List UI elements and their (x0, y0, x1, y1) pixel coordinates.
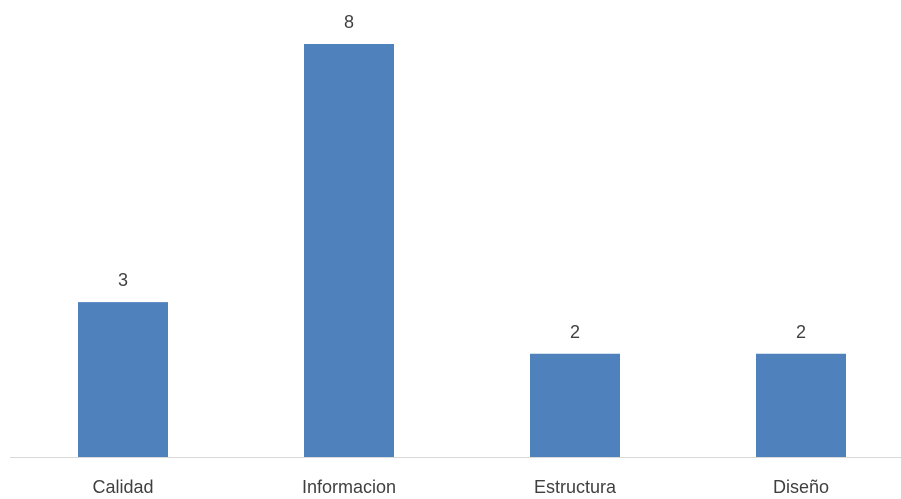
data-labels-group: 3 8 2 2 (118, 12, 806, 342)
x-tick-label-diseño: Diseño (773, 477, 829, 497)
x-tick-label-estructura: Estructura (534, 477, 617, 497)
x-tick-labels-group: Calidad Informacion Estructura Diseño (92, 477, 829, 497)
bars-group (78, 44, 846, 457)
bar-estructura (530, 353, 620, 457)
bar-informacion (304, 44, 394, 457)
x-tick-label-calidad: Calidad (92, 477, 153, 497)
data-label-informacion: 8 (344, 12, 354, 32)
data-label-estructura: 2 (570, 322, 580, 342)
data-label-calidad: 3 (118, 270, 128, 290)
bar-calidad (78, 302, 168, 457)
bar-diseño (756, 353, 846, 457)
data-label-diseño: 2 (796, 322, 806, 342)
x-tick-label-informacion: Informacion (302, 477, 396, 497)
